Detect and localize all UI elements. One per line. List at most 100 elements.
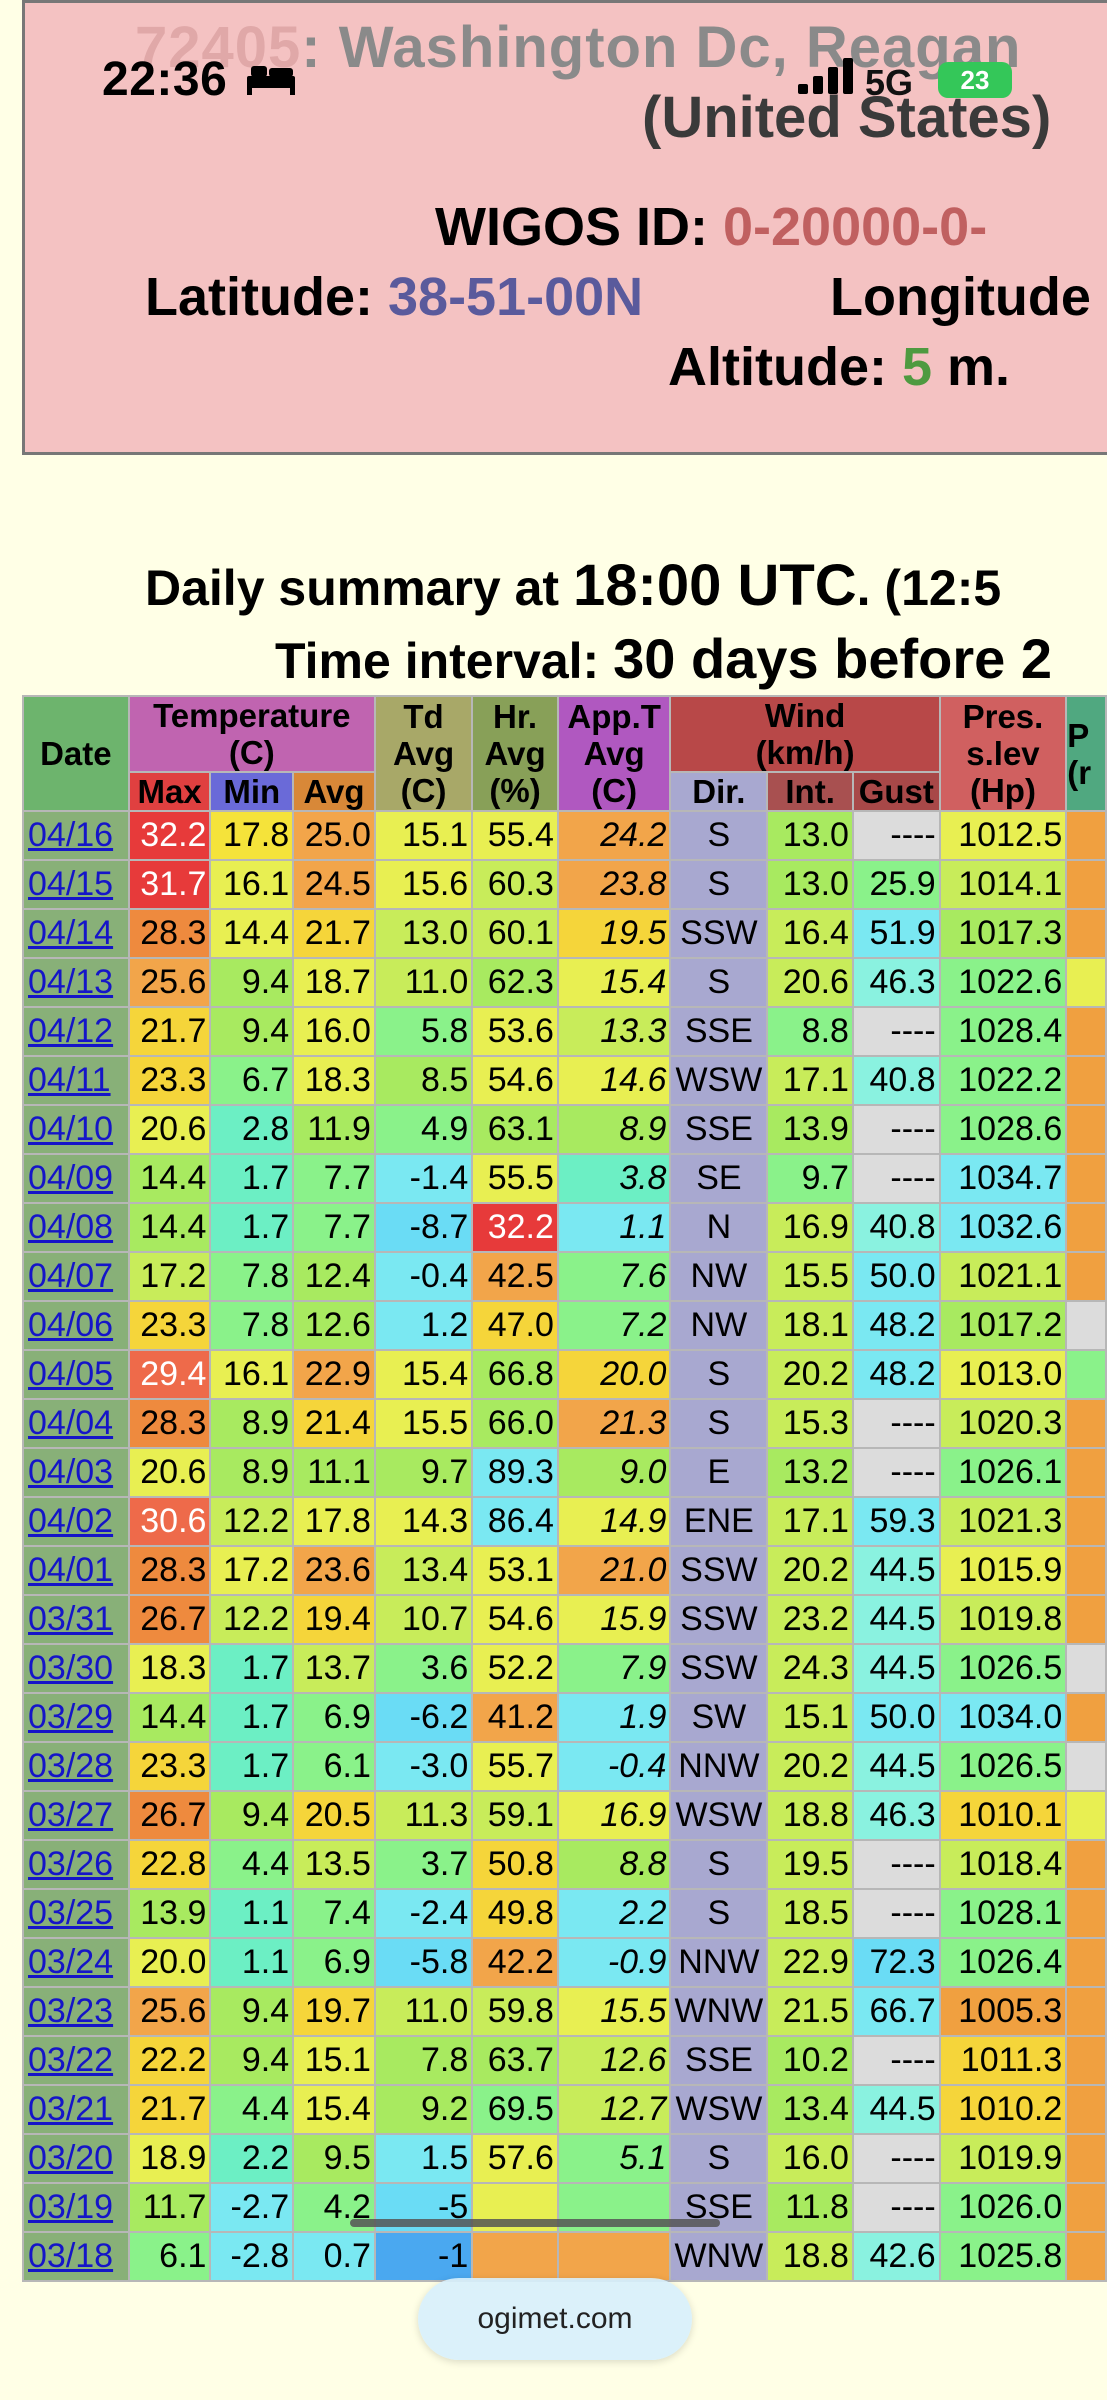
date-link[interactable]: 04/01: [28, 1551, 114, 1589]
date-link[interactable]: 04/04: [28, 1404, 114, 1442]
date-link[interactable]: 03/31: [28, 1600, 114, 1638]
cell-hr: 55.5: [471, 1153, 559, 1204]
cell-app: 14.6: [556, 1055, 672, 1106]
date-link[interactable]: 03/24: [28, 1943, 114, 1981]
cell-avg: 24.5: [292, 859, 376, 910]
cell-app: 2.2: [556, 1888, 672, 1939]
cell-gust: 40.8: [851, 1055, 941, 1106]
cell-cutoff: [1065, 1839, 1107, 1890]
cell-max: 30.6: [127, 1496, 212, 1547]
cell-min: 16.1: [209, 859, 295, 910]
cell-dir: WNW: [669, 2231, 769, 2282]
cell-avg: 18.7: [292, 957, 376, 1008]
cell-cutoff: [1065, 1398, 1107, 1449]
table-row: 03/27 26.7 9.4 20.5 11.3 59.1 16.9 WSW 18.8 46.3 1…: [22, 1790, 1107, 1841]
table-row: 03/21 21.7 4.4 15.4 9.2 69.5 12.7 WSW 13.4 44.5 10…: [22, 2084, 1107, 2135]
date-link[interactable]: 04/08: [28, 1208, 114, 1246]
url-bar[interactable]: ogimet.com: [418, 2278, 692, 2360]
date-link[interactable]: 04/05: [28, 1355, 114, 1393]
date-link[interactable]: 03/22: [28, 2041, 114, 2079]
cell-hr: 69.5: [471, 2084, 559, 2135]
date-link[interactable]: 03/30: [28, 1649, 114, 1687]
cell-max: 23.3: [127, 1741, 212, 1792]
cell-avg: 23.6: [292, 1545, 376, 1596]
summary-time-local: . (12:5: [856, 560, 1002, 616]
date-link[interactable]: 04/02: [28, 1502, 114, 1540]
cell-hr: 86.4: [471, 1496, 559, 1547]
cell-gust: 44.5: [851, 2084, 941, 2135]
cell-max: 32.2: [127, 810, 212, 861]
date-link[interactable]: 04/14: [28, 914, 114, 952]
table-row: 04/07 17.2 7.8 12.4 -0.4 42.5 7.6 NW 15.5 50.0 102…: [22, 1251, 1107, 1302]
date-link[interactable]: 04/11: [28, 1061, 111, 1099]
cell-max: 13.9: [127, 1888, 212, 1939]
station-header: [22, 0, 1107, 455]
cell-app: 8.9: [556, 1104, 672, 1155]
cell-date: 04/03: [22, 1447, 130, 1498]
cell-avg: 16.0: [292, 1006, 376, 1057]
cell-hr: 57.6: [471, 2133, 559, 2184]
date-link[interactable]: 03/19: [28, 2188, 114, 2226]
cell-min: 17.8: [209, 810, 295, 861]
date-link[interactable]: 04/03: [28, 1453, 114, 1491]
cell-cutoff: [1065, 1104, 1107, 1155]
date-link[interactable]: 04/10: [28, 1110, 114, 1148]
cell-hr: 62.3: [471, 957, 559, 1008]
table-row: 03/26 22.8 4.4 13.5 3.7 50.8 8.8 S 19.5 ---- 1018.…: [22, 1839, 1107, 1890]
cell-avg: 6.1: [292, 1741, 376, 1792]
cell-dir: S: [669, 859, 769, 910]
cell-dir: S: [669, 957, 769, 1008]
cell-date: 03/25: [22, 1888, 130, 1939]
cell-date: 03/29: [22, 1692, 130, 1743]
cell-min: 9.4: [209, 1790, 295, 1841]
date-link[interactable]: 03/20: [28, 2139, 114, 2177]
cell-cutoff: [1065, 2084, 1107, 2135]
cell-cutoff: [1065, 1447, 1107, 1498]
date-link[interactable]: 04/12: [28, 1012, 114, 1050]
cell-cutoff: [1065, 1055, 1107, 1106]
cell-cutoff: [1065, 1202, 1107, 1253]
cell-date: 04/15: [22, 859, 130, 910]
cell-int: 13.0: [766, 859, 854, 910]
date-link[interactable]: 03/25: [28, 1894, 114, 1932]
header-min: Min: [209, 771, 295, 812]
cell-min: 1.7: [209, 1741, 295, 1792]
cell-hr: 66.8: [471, 1349, 559, 1400]
date-link[interactable]: 03/26: [28, 1845, 114, 1883]
table-row: 04/06 23.3 7.8 12.6 1.2 47.0 7.2 NW 18.1 48.2 1017…: [22, 1300, 1107, 1351]
cell-app: 20.0: [556, 1349, 672, 1400]
cell-cutoff: [1065, 1937, 1107, 1988]
date-link[interactable]: 04/16: [28, 816, 114, 854]
date-link[interactable]: 04/07: [28, 1257, 114, 1295]
battery-level: 23: [960, 65, 990, 95]
date-link[interactable]: 03/23: [28, 1992, 114, 2030]
cell-dir: S: [669, 2133, 769, 2184]
cell-cutoff: [1065, 2182, 1107, 2233]
header-date: Date: [22, 695, 130, 812]
cell-date: 04/05: [22, 1349, 130, 1400]
cell-td: 11.0: [373, 1986, 474, 2037]
cell-gust: ----: [851, 810, 941, 861]
date-link[interactable]: 04/15: [28, 865, 114, 903]
date-link[interactable]: 03/18: [28, 2237, 114, 2275]
date-link[interactable]: 03/27: [28, 1796, 114, 1834]
cell-hr: 32.2: [471, 1202, 559, 1253]
cell-gust: 44.5: [851, 1594, 941, 1645]
cell-int: 18.5: [766, 1888, 854, 1939]
date-link[interactable]: 03/21: [28, 2090, 114, 2128]
date-link[interactable]: 04/13: [28, 963, 114, 1001]
cell-hr: 60.3: [471, 859, 559, 910]
date-link[interactable]: 04/06: [28, 1306, 114, 1344]
date-link[interactable]: 04/09: [28, 1159, 114, 1197]
cell-max: 26.7: [127, 1790, 212, 1841]
date-link[interactable]: 03/29: [28, 1698, 114, 1736]
cell-td: 8.5: [373, 1055, 474, 1106]
cell-hr: 47.0: [471, 1300, 559, 1351]
date-link[interactable]: 03/28: [28, 1747, 114, 1785]
table-row: 03/18 6.1 -2.8 0.7 -1 WNW 18.8 42.6 1025.8: [22, 2231, 1107, 2282]
cell-gust: 42.6: [851, 2231, 941, 2282]
cell-gust: ----: [851, 1888, 941, 1939]
cell-date: 03/28: [22, 1741, 130, 1792]
cell-td: 15.4: [373, 1349, 474, 1400]
cell-gust: 48.2: [851, 1349, 941, 1400]
